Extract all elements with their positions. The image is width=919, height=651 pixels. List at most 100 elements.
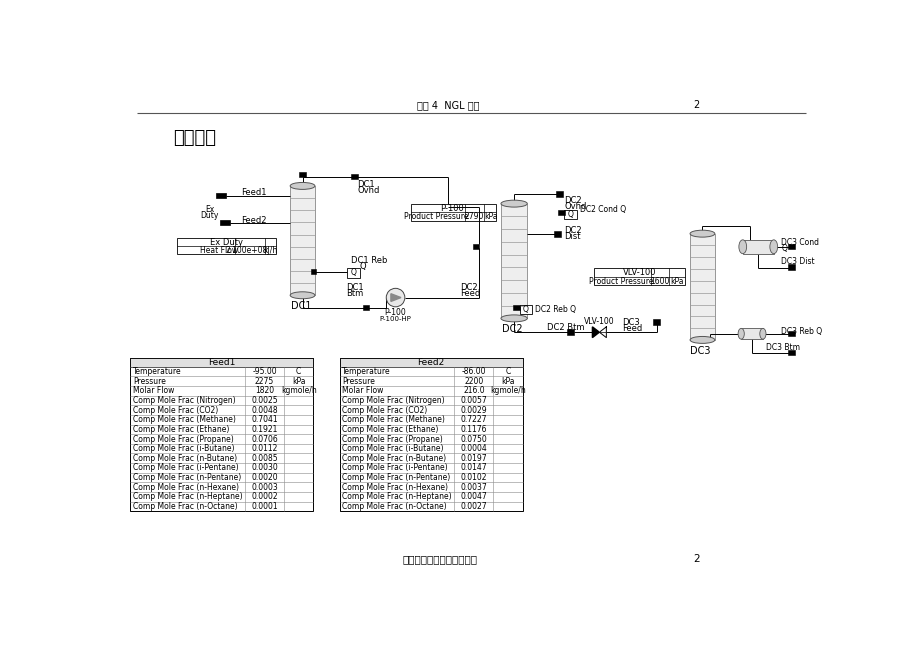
Text: 0.1176: 0.1176 — [460, 425, 486, 434]
Text: DC2: DC2 — [460, 283, 477, 292]
Text: Feed: Feed — [460, 289, 480, 298]
Text: P-100: P-100 — [440, 204, 463, 213]
Text: Comp Mole Frac (n-Butane): Comp Mole Frac (n-Butane) — [132, 454, 237, 463]
Text: Feed1: Feed1 — [241, 187, 267, 197]
Bar — [788, 244, 794, 249]
Text: DC1: DC1 — [290, 301, 311, 311]
Bar — [513, 305, 519, 310]
Ellipse shape — [501, 200, 527, 207]
Text: kPa: kPa — [483, 212, 497, 221]
Text: 0.0020: 0.0020 — [251, 473, 278, 482]
Circle shape — [386, 288, 404, 307]
Text: Feed2: Feed2 — [417, 358, 445, 367]
Bar — [788, 331, 794, 337]
Text: C: C — [505, 367, 510, 376]
Text: 0.0030: 0.0030 — [251, 464, 278, 473]
Text: 0.0004: 0.0004 — [460, 444, 487, 453]
Bar — [347, 268, 359, 279]
Text: Comp Mole Frac (n-Heptane): Comp Mole Frac (n-Heptane) — [342, 492, 451, 501]
Text: P-100-HP: P-100-HP — [380, 316, 411, 322]
Bar — [788, 264, 794, 270]
Ellipse shape — [769, 240, 777, 254]
Text: 中国石油大庆仿真培训基地: 中国石油大庆仿真培训基地 — [403, 555, 478, 564]
Text: DC1: DC1 — [346, 283, 363, 292]
Text: Comp Mole Frac (n-Pentane): Comp Mole Frac (n-Pentane) — [342, 473, 449, 482]
Text: Ovhd: Ovhd — [564, 202, 586, 211]
Bar — [555, 191, 562, 197]
Text: Pressure: Pressure — [342, 377, 375, 386]
Bar — [652, 319, 659, 324]
Text: 0.7227: 0.7227 — [460, 415, 486, 424]
Text: VLV-100: VLV-100 — [622, 268, 656, 277]
Bar — [220, 220, 230, 225]
Ellipse shape — [501, 315, 527, 322]
Text: Comp Mole Frac (Ethane): Comp Mole Frac (Ethane) — [342, 425, 438, 434]
Ellipse shape — [689, 337, 714, 343]
Text: 0.0001: 0.0001 — [251, 502, 278, 511]
Text: Temperature: Temperature — [132, 367, 181, 376]
Text: Comp Mole Frac (n-Heptane): Comp Mole Frac (n-Heptane) — [132, 492, 243, 501]
Ellipse shape — [289, 182, 314, 189]
Text: Duty: Duty — [200, 212, 219, 221]
Bar — [339, 357, 522, 511]
Text: 0.0057: 0.0057 — [460, 396, 487, 405]
Bar — [363, 305, 369, 310]
Text: DC2: DC2 — [564, 196, 582, 205]
Text: Comp Mole Frac (Nitrogen): Comp Mole Frac (Nitrogen) — [342, 396, 444, 405]
Text: Comp Mole Frac (i-Pentane): Comp Mole Frac (i-Pentane) — [342, 464, 448, 473]
Text: VLV-100: VLV-100 — [584, 317, 614, 326]
Text: 1820: 1820 — [255, 387, 274, 395]
Text: 模块 4  NGL 分馈: 模块 4 NGL 分馈 — [416, 100, 479, 110]
Text: Product Pressure: Product Pressure — [588, 277, 652, 286]
Bar — [299, 172, 305, 176]
Text: Comp Mole Frac (Propane): Comp Mole Frac (Propane) — [342, 435, 442, 443]
Text: Comp Mole Frac (Nitrogen): Comp Mole Frac (Nitrogen) — [132, 396, 235, 405]
Text: Comp Mole Frac (Methane): Comp Mole Frac (Methane) — [132, 415, 235, 424]
Ellipse shape — [289, 292, 314, 299]
Text: 0.7041: 0.7041 — [251, 415, 278, 424]
Text: DC3 Reb Q: DC3 Reb Q — [780, 327, 822, 336]
Ellipse shape — [737, 328, 743, 339]
Text: -86.00: -86.00 — [461, 367, 485, 376]
Text: DC2 Btm: DC2 Btm — [546, 323, 584, 332]
Text: 216.0: 216.0 — [462, 387, 484, 395]
Bar — [558, 210, 564, 215]
Text: Comp Mole Frac (Ethane): Comp Mole Frac (Ethane) — [132, 425, 229, 434]
Bar — [689, 234, 714, 340]
Text: 2200: 2200 — [464, 377, 482, 386]
Text: 0.0750: 0.0750 — [460, 435, 487, 443]
Bar — [472, 243, 479, 249]
Text: Feed1: Feed1 — [208, 358, 235, 367]
Text: Temperature: Temperature — [342, 367, 391, 376]
Bar — [566, 329, 573, 335]
Text: Comp Mole Frac (n-Hexane): Comp Mole Frac (n-Hexane) — [342, 482, 448, 492]
Bar — [311, 269, 315, 275]
Text: kPa: kPa — [501, 377, 514, 386]
Text: Feed: Feed — [622, 324, 642, 333]
Text: Comp Mole Frac (n-Butane): Comp Mole Frac (n-Butane) — [342, 454, 446, 463]
Text: -95.00: -95.00 — [252, 367, 277, 376]
Ellipse shape — [689, 230, 714, 237]
Text: Q: Q — [522, 305, 528, 314]
Text: DC2: DC2 — [564, 226, 582, 235]
Text: Comp Mole Frac (CO2): Comp Mole Frac (CO2) — [342, 406, 426, 415]
Text: Ovhd: Ovhd — [357, 186, 380, 195]
Bar — [350, 174, 357, 179]
Text: Comp Mole Frac (Methane): Comp Mole Frac (Methane) — [342, 415, 445, 424]
Text: 0.0085: 0.0085 — [251, 454, 278, 463]
Text: DC1 Reb: DC1 Reb — [351, 256, 387, 265]
Text: 0.0025: 0.0025 — [251, 396, 278, 405]
Text: 2: 2 — [692, 555, 698, 564]
Ellipse shape — [759, 328, 766, 339]
Text: Comp Mole Frac (i-Butane): Comp Mole Frac (i-Butane) — [342, 444, 443, 453]
Polygon shape — [391, 294, 401, 301]
Text: DC3 Cond: DC3 Cond — [780, 238, 819, 247]
Bar — [501, 204, 527, 318]
Text: Comp Mole Frac (i-Pentane): Comp Mole Frac (i-Pentane) — [132, 464, 238, 473]
Text: 工艺预览: 工艺预览 — [173, 129, 216, 147]
Text: kPa: kPa — [291, 377, 305, 386]
Text: Comp Mole Frac (i-Butane): Comp Mole Frac (i-Butane) — [132, 444, 234, 453]
Text: Comp Mole Frac (n-Octane): Comp Mole Frac (n-Octane) — [342, 502, 447, 511]
Text: 0.0147: 0.0147 — [460, 464, 486, 473]
Text: 0.0706: 0.0706 — [251, 435, 278, 443]
